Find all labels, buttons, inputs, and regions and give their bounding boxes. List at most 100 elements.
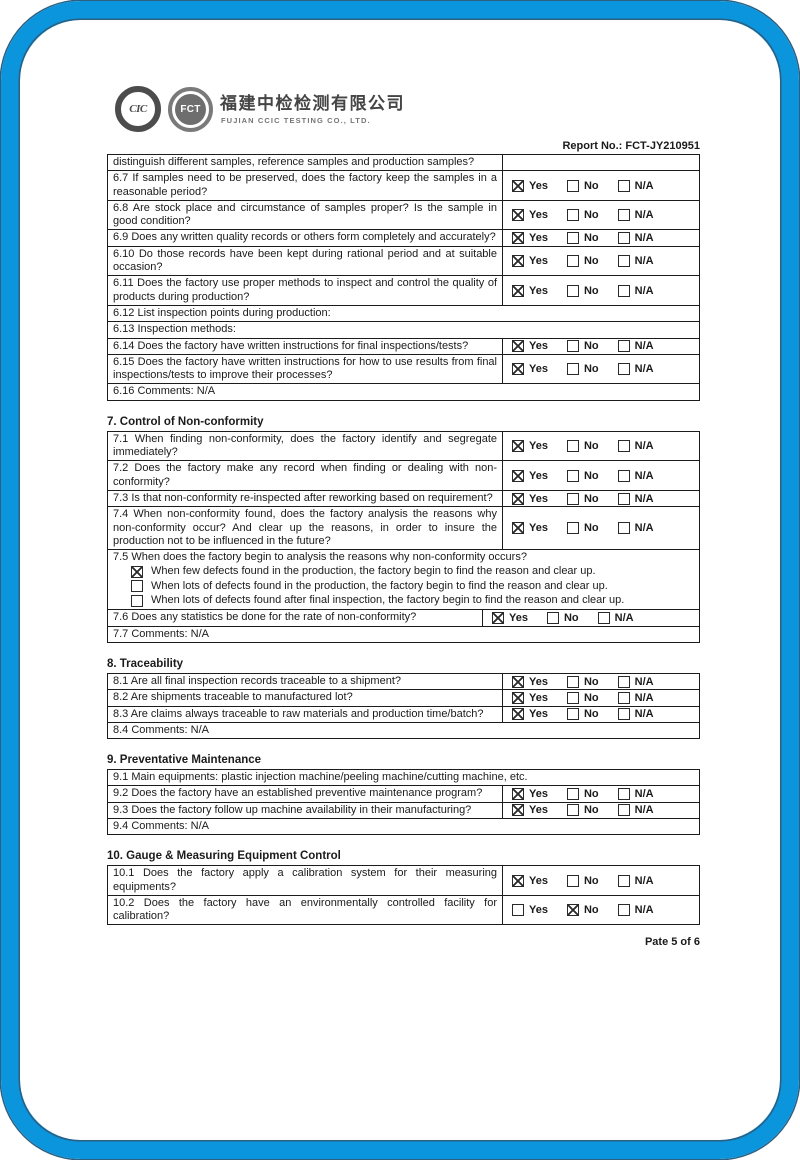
checkbox-yes[interactable] <box>512 788 524 801</box>
checkbox-na[interactable] <box>617 788 630 801</box>
checkbox-yes[interactable] <box>512 904 524 917</box>
checkbox-yes[interactable] <box>512 492 524 505</box>
checkbox-na[interactable] <box>617 440 630 453</box>
option-label: Yes <box>529 284 548 297</box>
option-label: No <box>583 255 599 268</box>
checkbox-no[interactable] <box>566 675 579 688</box>
option-yes: Yes <box>512 440 548 453</box>
option-no: No <box>566 209 599 222</box>
checkbox-yes[interactable] <box>512 469 524 482</box>
checkbox-no[interactable] <box>566 363 579 376</box>
checkbox-yes[interactable] <box>512 232 524 245</box>
checkbox-na[interactable] <box>617 691 630 704</box>
checkbox-na[interactable] <box>617 804 630 817</box>
checkbox-yes[interactable] <box>512 691 524 704</box>
checkbox-no[interactable] <box>566 232 579 245</box>
checkbox-no[interactable] <box>566 209 579 222</box>
checkbox-no[interactable] <box>546 611 559 624</box>
checkbox-no[interactable] <box>566 708 579 721</box>
table-row: 6.16 Comments: N/A <box>108 383 699 399</box>
option-line: When lots of defects found after final i… <box>113 594 694 607</box>
question-text: 6.8 Are stock place and circumstance of … <box>113 201 497 228</box>
checkbox-yes[interactable] <box>512 363 524 376</box>
option-na: N/A <box>617 440 654 453</box>
question-text: 6.15 Does the factory have written instr… <box>113 355 497 382</box>
section-title-7: 7. Control of Non-conformity <box>107 415 264 428</box>
option-yes: Yes <box>492 611 528 624</box>
checkbox-na[interactable] <box>617 340 630 353</box>
option-label: No <box>583 804 599 817</box>
checkbox-no[interactable] <box>566 440 579 453</box>
checkbox-yes[interactable] <box>512 804 524 817</box>
option-label: No <box>583 284 599 297</box>
checkbox-no[interactable] <box>566 469 579 482</box>
checkbox-no[interactable] <box>566 340 579 353</box>
checkbox-yes[interactable] <box>512 340 524 353</box>
checkbox-na[interactable] <box>617 179 630 192</box>
checkbox-option[interactable] <box>131 580 143 593</box>
option-yes: Yes <box>512 804 548 817</box>
checkbox-no[interactable] <box>566 522 579 535</box>
checkbox-yes[interactable] <box>512 708 524 721</box>
checkbox-na[interactable] <box>617 232 630 245</box>
checkbox-no[interactable] <box>566 691 579 704</box>
checkbox-option[interactable] <box>131 594 143 607</box>
table-row: 9.1 Main equipments: plastic injection m… <box>108 770 699 785</box>
checkbox-yes[interactable] <box>512 874 524 887</box>
option-yes: Yes <box>512 492 548 505</box>
checkbox-na[interactable] <box>597 611 610 624</box>
table-row: 6.14 Does the factory have written instr… <box>108 337 699 354</box>
checkbox-yes[interactable] <box>512 675 524 688</box>
question-text: 6.10 Do those records have been kept dur… <box>113 247 497 274</box>
option-no: No <box>566 469 599 482</box>
option-no: No <box>566 904 599 917</box>
option-na: N/A <box>617 469 654 482</box>
checkbox-yes[interactable] <box>512 255 524 268</box>
option-label: N/A <box>634 284 654 297</box>
checkbox-yes[interactable] <box>512 284 524 297</box>
option-label: No <box>583 340 599 353</box>
answer-cell: Yes No N/A <box>502 895 699 925</box>
option-no: No <box>566 708 599 721</box>
checkbox-yes[interactable] <box>512 522 524 535</box>
fct-logo-icon: FCT <box>168 86 213 132</box>
checkbox-na[interactable] <box>617 522 630 535</box>
checkbox-no[interactable] <box>566 804 579 817</box>
checkbox-na[interactable] <box>617 209 630 222</box>
document-header: CIC FCT 福建中检检测有限公司 FUJIAN CCIC TESTING C… <box>115 84 700 134</box>
checkbox-option[interactable] <box>131 566 143 579</box>
option-label: N/A <box>634 492 654 505</box>
option-na: N/A <box>617 232 654 245</box>
option-label: Yes <box>529 874 548 887</box>
checkbox-yes[interactable] <box>512 209 524 222</box>
checkbox-yes[interactable] <box>512 440 524 453</box>
option-no: No <box>566 522 599 535</box>
company-name-chinese: 福建中检检测有限公司 <box>220 93 405 113</box>
checkbox-no[interactable] <box>566 874 579 887</box>
option-no: No <box>566 492 599 505</box>
checkbox-na[interactable] <box>617 904 630 917</box>
checkbox-no[interactable] <box>566 284 579 297</box>
checkbox-no[interactable] <box>566 255 579 268</box>
option-label: N/A <box>634 675 654 688</box>
option-label: N/A <box>634 255 654 268</box>
checkbox-na[interactable] <box>617 708 630 721</box>
checkbox-na[interactable] <box>617 469 630 482</box>
option-label: No <box>583 492 599 505</box>
checkbox-yes[interactable] <box>492 611 504 624</box>
full-width-text: 9.1 Main equipments: plastic injection m… <box>113 771 528 784</box>
checkbox-na[interactable] <box>617 874 630 887</box>
checkbox-no[interactable] <box>566 179 579 192</box>
checkbox-no[interactable] <box>566 904 579 917</box>
option-na: N/A <box>617 708 654 721</box>
checkbox-no[interactable] <box>566 788 579 801</box>
checkbox-no[interactable] <box>566 492 579 505</box>
checkbox-na[interactable] <box>617 255 630 268</box>
checkbox-yes[interactable] <box>512 179 524 192</box>
option-label: No <box>583 363 599 376</box>
table-row: 9.3 Does the factory follow up machine a… <box>108 801 699 818</box>
checkbox-na[interactable] <box>617 492 630 505</box>
checkbox-na[interactable] <box>617 675 630 688</box>
checkbox-na[interactable] <box>617 284 630 297</box>
checkbox-na[interactable] <box>617 363 630 376</box>
